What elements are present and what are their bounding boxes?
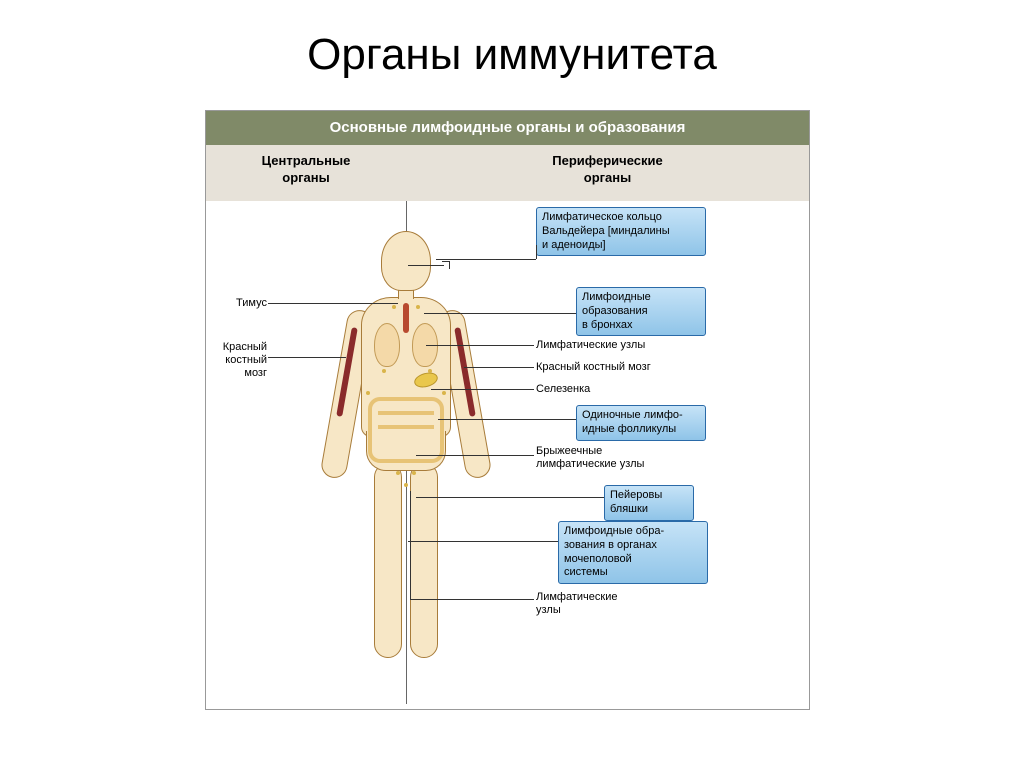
leader-follicles bbox=[438, 419, 576, 420]
node-dot bbox=[382, 369, 386, 373]
header-peripheral: Периферическиеорганы bbox=[406, 145, 809, 201]
trachea-icon bbox=[403, 303, 409, 333]
box-urogenital: Лимфоидные обра-зования в органахмочепол… bbox=[558, 521, 708, 584]
leader-thymus bbox=[268, 303, 398, 304]
leader-lymphnodes bbox=[426, 345, 534, 346]
label-red-marrow-left: Красныйкостныймозг bbox=[211, 341, 267, 381]
leader-marrow-left bbox=[268, 357, 346, 358]
mouth-line bbox=[408, 265, 444, 266]
leader-lymphnodes2 bbox=[410, 599, 534, 600]
node-dot bbox=[396, 471, 400, 475]
leader-spleen bbox=[431, 389, 534, 390]
node-dot bbox=[416, 305, 420, 309]
box-bronchi: Лимфоидныеобразованияв бронхах bbox=[576, 287, 706, 336]
mouth-tip bbox=[442, 261, 450, 269]
leader-urogenital bbox=[408, 541, 558, 542]
leader-peyer bbox=[416, 497, 604, 498]
label-lymph-nodes: Лимфатические узлы bbox=[536, 339, 645, 352]
leg-right bbox=[410, 463, 438, 658]
label-mesenteric: Брыжеечныелимфатические узлы bbox=[536, 445, 644, 471]
box-follicles: Одиночные лимфо-идные фолликулы bbox=[576, 405, 706, 441]
leader-lymphnodes2-v bbox=[410, 491, 411, 599]
intestine-icon bbox=[368, 397, 444, 463]
leader-waldeyer-v bbox=[536, 245, 537, 259]
node-dot bbox=[442, 391, 446, 395]
head bbox=[381, 231, 431, 291]
label-thymus: Тимус bbox=[211, 297, 267, 310]
page-title: Органы иммунитета bbox=[0, 0, 1024, 95]
node-dot bbox=[392, 305, 396, 309]
node-dot bbox=[366, 391, 370, 395]
node-dot bbox=[412, 471, 416, 475]
label-spleen: Селезенка bbox=[536, 383, 590, 396]
node-dot bbox=[404, 483, 408, 487]
diagram-banner: Основные лимфоидные органы и образования bbox=[206, 111, 809, 145]
leader-bronchi bbox=[424, 313, 576, 314]
header-central: Центральныеорганы bbox=[206, 145, 406, 201]
box-waldeyer: Лимфатическое кольцоВальдейера [миндалин… bbox=[536, 207, 706, 256]
leg-left bbox=[374, 463, 402, 658]
anatomy-canvas: Тимус Красныйкостныймозг Лимфатическое к… bbox=[206, 201, 809, 711]
diagram-frame: Основные лимфоидные органы и образования… bbox=[205, 110, 810, 710]
label-lymph-nodes-2: Лимфатическиеузлы bbox=[536, 591, 617, 617]
leader-marrow-right bbox=[464, 367, 534, 368]
node-dot bbox=[428, 369, 432, 373]
leader-mesenteric bbox=[416, 455, 534, 456]
human-figure bbox=[296, 231, 516, 661]
box-peyer: Пейеровыбляшки bbox=[604, 485, 694, 521]
lungs bbox=[374, 323, 438, 369]
lung-left-icon bbox=[374, 323, 400, 367]
header-row: Центральныеорганы Периферическиеорганы bbox=[206, 145, 809, 201]
leader-waldeyer-h bbox=[436, 259, 536, 260]
label-red-marrow-right: Красный костный мозг bbox=[536, 361, 651, 374]
